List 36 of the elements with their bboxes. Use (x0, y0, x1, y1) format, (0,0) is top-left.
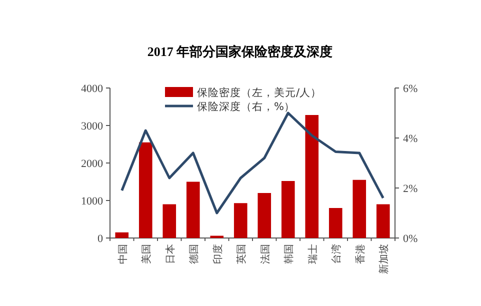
y-tick-label: 3000 (81, 120, 104, 132)
y-tick-label: 2000 (81, 158, 104, 170)
bar (328, 208, 342, 238)
line-series (120, 112, 384, 214)
x-tick-label: 中国 (116, 244, 129, 264)
y2-tick-label: 6% (403, 83, 418, 95)
bar (162, 204, 176, 238)
x-tick-label: 瑞士 (306, 244, 319, 264)
x-tick-label: 日本 (164, 244, 176, 264)
y2-tick-label: 4% (403, 133, 418, 145)
legend-label: 保险密度（左，美元/人） (197, 86, 322, 99)
bar (281, 181, 295, 238)
x-tick-label: 美国 (140, 244, 153, 264)
x-tick-label: 印度 (212, 244, 224, 264)
chart-title: 2017 年部分国家保险密度及深度 (147, 44, 333, 59)
bar (258, 193, 272, 238)
x-tick-label: 香港 (354, 244, 366, 264)
legend-label: 保险深度（右，%） (197, 100, 295, 113)
y-tick-label: 1000 (81, 196, 104, 208)
bar (305, 115, 319, 238)
y2-tick-label: 0% (403, 233, 418, 245)
bar (234, 203, 248, 238)
bar (352, 180, 366, 238)
x-tick-label: 英国 (236, 244, 248, 264)
bar (186, 182, 200, 238)
x-tick-label: 德国 (189, 244, 200, 264)
bar (115, 232, 129, 238)
x-tick-label: 韩国 (283, 244, 296, 264)
x-tick-label: 台湾 (330, 244, 343, 264)
y-tick-label: 0 (98, 233, 104, 245)
bar (138, 142, 152, 238)
x-tick-label: 新加坡 (378, 244, 390, 274)
y2-tick-label: 2% (403, 183, 418, 195)
x-tick-label: 法国 (259, 244, 272, 264)
bar (376, 204, 390, 238)
y-tick-label: 4000 (81, 83, 104, 95)
